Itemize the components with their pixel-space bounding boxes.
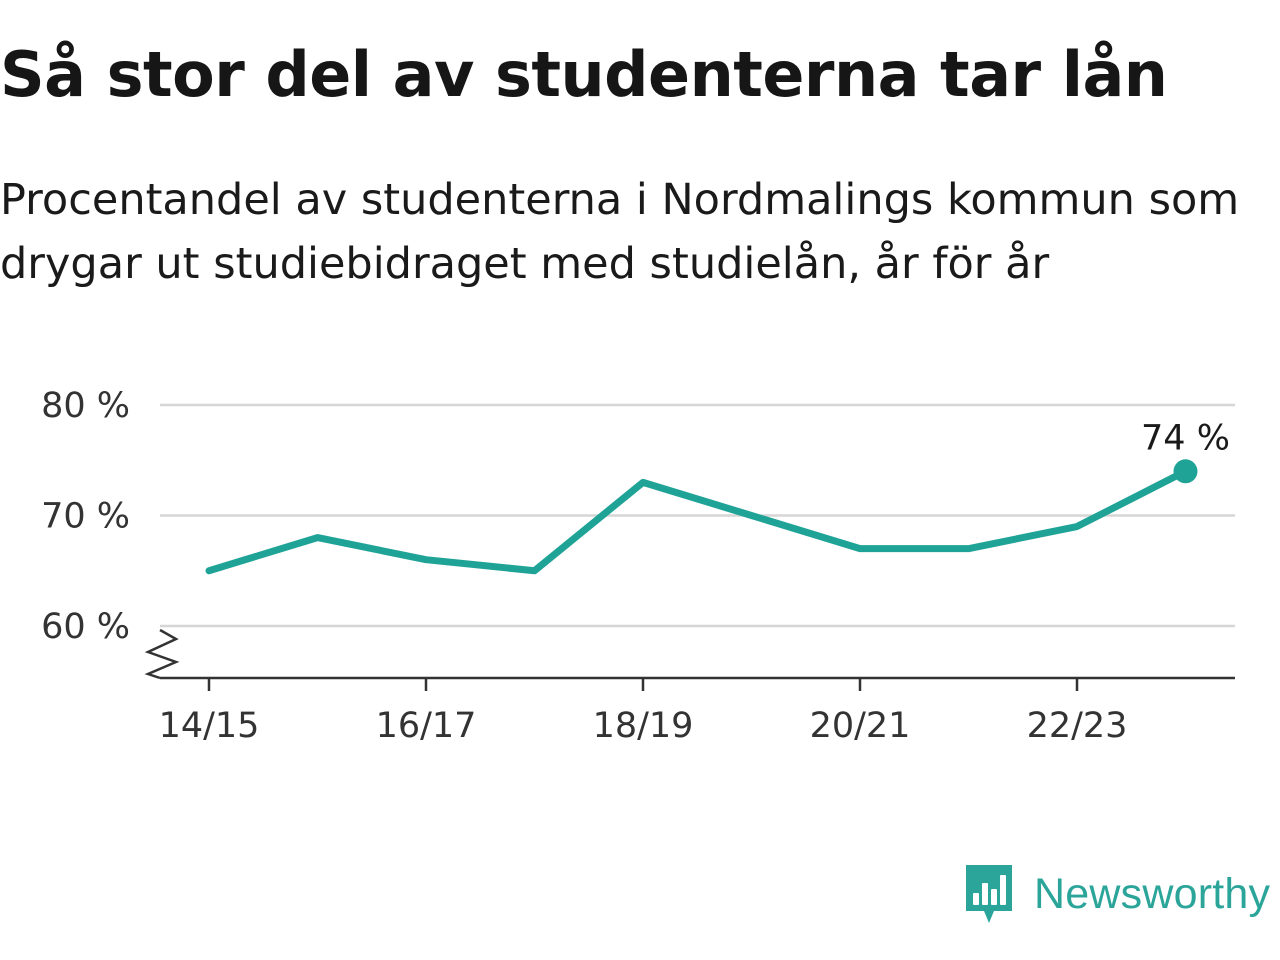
brand-name: Newsworthy	[1034, 869, 1271, 918]
x-axis-labels: 14/15 16/17 18/19 20/21 22/23	[159, 706, 1128, 746]
x-tick-label: 16/17	[376, 706, 477, 746]
series-line: 74 %	[205, 418, 1230, 575]
x-tick-label: 14/15	[159, 706, 260, 746]
y-tick-label: 80 %	[41, 386, 130, 426]
last-point-marker	[1173, 459, 1198, 484]
chart-title: Så stor del av studenterna tar lån	[0, 38, 1168, 111]
x-tick-label: 20/21	[810, 706, 911, 746]
y-tick-label: 60 %	[41, 607, 130, 647]
y-axis-labels: 60 % 70 % 80 %	[41, 386, 130, 647]
x-axis	[144, 628, 1235, 691]
last-value-label: 74 %	[1141, 418, 1230, 458]
x-tick-label: 22/23	[1027, 706, 1128, 746]
axis-break-icon	[144, 628, 180, 680]
series-path	[205, 467, 1189, 575]
newsworthy-logo-icon	[966, 865, 1012, 923]
x-tick-label: 18/19	[593, 706, 694, 746]
chart-subtitle: Procentandel av studenterna i Nordmaling…	[0, 175, 1240, 289]
y-tick-label: 70 %	[41, 497, 130, 537]
brand-logo: Newsworthy	[964, 862, 1270, 926]
gridlines	[160, 403, 1235, 628]
